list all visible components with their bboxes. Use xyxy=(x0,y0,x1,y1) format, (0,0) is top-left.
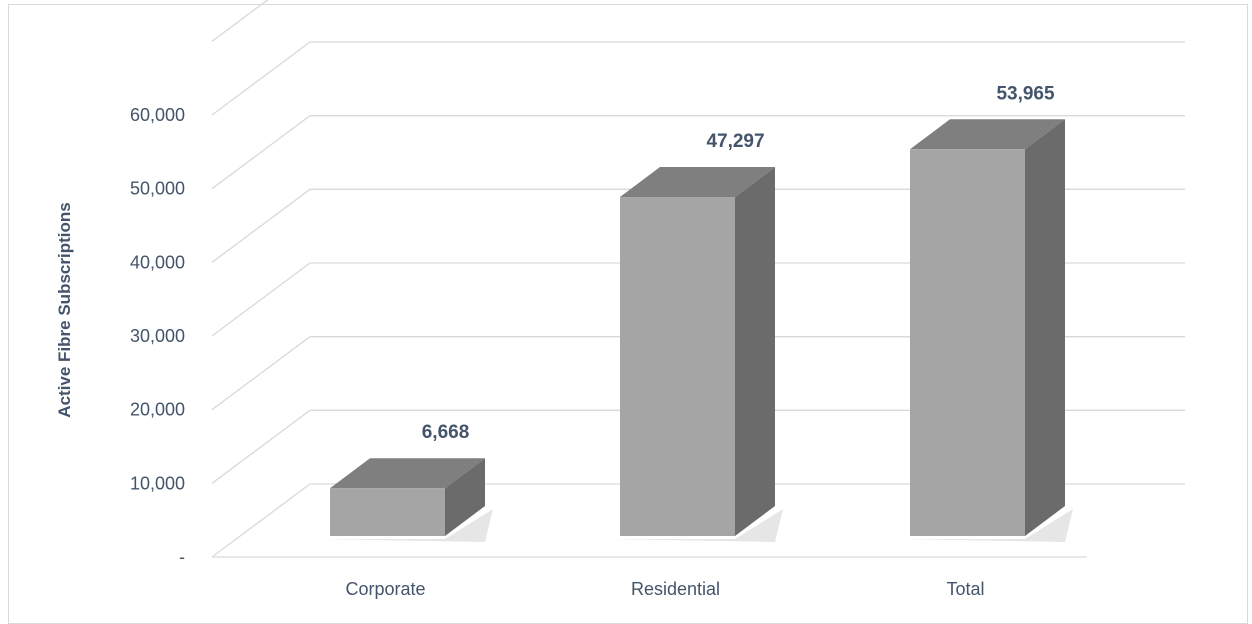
gridline-diagonal xyxy=(211,409,311,484)
x-category-label: Total xyxy=(946,579,984,599)
bar-front xyxy=(330,488,445,536)
gridline-diagonal xyxy=(211,262,311,337)
bar-residential xyxy=(610,167,783,542)
y-axis-title: Active Fibre Subscriptions xyxy=(55,202,74,417)
bar-shadow xyxy=(320,509,493,542)
gridline-diagonal xyxy=(211,115,311,190)
y-tick-label: 10,000 xyxy=(130,473,185,493)
gridline-diagonal xyxy=(211,336,311,411)
gridline-diagonal xyxy=(211,41,311,116)
gridline-diagonal xyxy=(211,483,311,558)
y-tick-label: 20,000 xyxy=(130,400,185,420)
bar-shadow xyxy=(900,509,1073,542)
bar-top xyxy=(330,458,485,489)
bar-front xyxy=(620,197,735,537)
bar-total xyxy=(900,119,1073,542)
data-label: 47,297 xyxy=(706,131,764,152)
y-tick-label: 50,000 xyxy=(130,179,185,199)
data-label: 53,965 xyxy=(996,83,1055,104)
bar-side xyxy=(445,458,485,536)
gridline-diagonal xyxy=(211,188,311,263)
x-category-label: Residential xyxy=(631,579,720,599)
bar-front xyxy=(910,149,1025,536)
y-tick-label: 30,000 xyxy=(130,326,185,346)
bar-side xyxy=(1025,119,1065,537)
data-label: 6,668 xyxy=(422,422,470,443)
bar-top xyxy=(620,167,775,198)
bar-corporate xyxy=(320,458,493,542)
gridline-diagonal xyxy=(211,0,269,42)
y-tick-label: 40,000 xyxy=(130,252,185,272)
bar-top xyxy=(910,119,1065,150)
y-tick-label: - xyxy=(179,547,185,567)
bar-side xyxy=(735,167,775,537)
x-category-label: Corporate xyxy=(345,579,425,599)
y-tick-label: 60,000 xyxy=(130,105,185,125)
bar-shadow xyxy=(610,509,783,542)
